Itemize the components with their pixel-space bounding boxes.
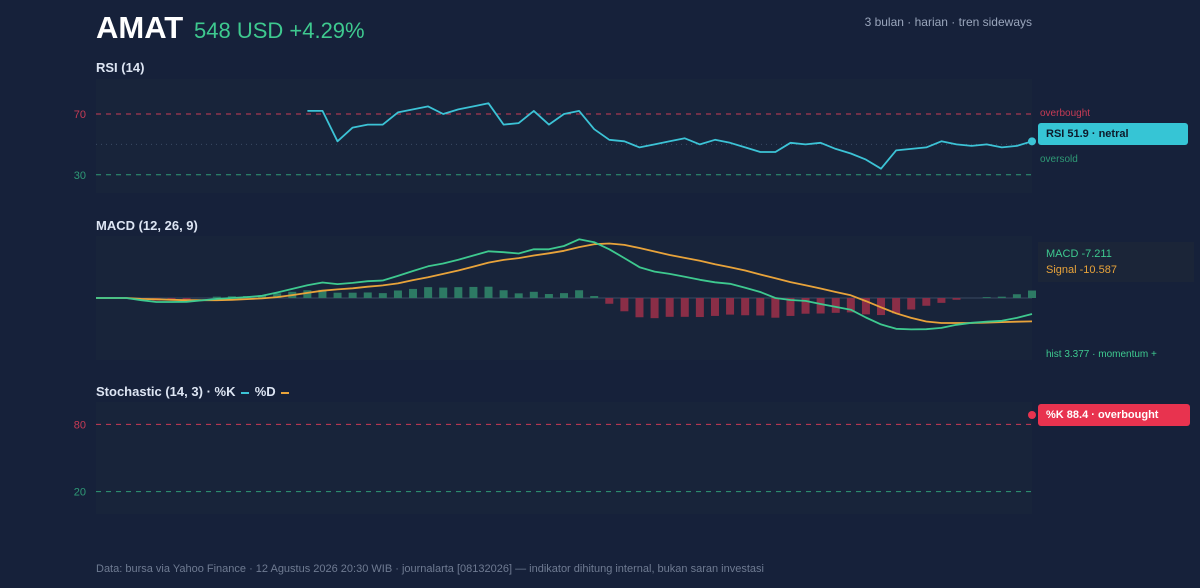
macd-histogram-bar [590, 296, 599, 298]
stoch-title-text: Stochastic (14, 3) [96, 384, 203, 399]
macd-histogram-bar [741, 298, 750, 316]
macd-histogram-bar [469, 286, 478, 298]
rsi-title: RSI (14) [96, 60, 145, 75]
macd-histogram-bar [801, 298, 810, 314]
signal-line [96, 242, 1033, 324]
macd-histogram-bar [1012, 294, 1021, 298]
stoch-legend-k: · %K [206, 384, 236, 399]
macd-legend: MACD -7.211 [1046, 248, 1112, 260]
stoch-legend-d: %D [254, 384, 276, 399]
macd-histogram-bar [726, 298, 735, 315]
macd-histogram-bar [514, 293, 523, 298]
macd-histogram-bar [303, 290, 312, 298]
macd-histogram-bar [756, 298, 765, 316]
macd-histogram-bar [680, 298, 689, 317]
ticker-symbol: AMAT [96, 10, 184, 45]
macd-histogram-bar [831, 298, 840, 313]
macd-histogram-bar [665, 298, 674, 317]
macd-histogram-bar [771, 298, 780, 318]
rsi-value-badge: RSI 51.9 · netral [1038, 123, 1188, 145]
d-legend-swatch [281, 391, 290, 394]
macd-histogram-bar [861, 298, 870, 315]
macd-histogram-bar [605, 298, 614, 304]
macd-histogram-bar [424, 287, 433, 298]
rsi-panel-bg [96, 79, 1032, 193]
macd-histogram-bar [529, 291, 538, 298]
macd-histogram-bar [454, 287, 463, 298]
macd-histogram-bar [937, 298, 946, 303]
macd-histogram-bar [695, 298, 704, 318]
macd-histogram-bar [348, 292, 357, 298]
oversold-label: oversold [1040, 154, 1078, 165]
macd-title: MACD (12, 26, 9) [96, 218, 198, 233]
macd-histogram-bar [378, 293, 387, 298]
rsi-last-point [1028, 137, 1036, 146]
macd-histogram-bar [620, 298, 629, 312]
stoch-tick-label: 80 [74, 419, 86, 431]
macd-histogram-bar [544, 294, 553, 298]
stoch-tick-label: 20 [74, 487, 86, 499]
macd-histogram-bar [318, 289, 327, 298]
price-change: 548 USD +4.29% [194, 18, 365, 43]
macd-histogram-bar [635, 298, 644, 318]
macd-histogram-bar [816, 298, 825, 314]
macd-legend-box: MACD -7.211 Signal -10.587 [1038, 242, 1194, 282]
macd-histogram-bar [650, 298, 659, 319]
macd-histogram-bar [922, 298, 931, 306]
overbought-label: overbought [1040, 108, 1091, 119]
macd-histogram-bar [393, 290, 402, 298]
macd-histogram-bar [575, 290, 584, 298]
k-legend-swatch [241, 391, 250, 394]
macd-histogram-bar [439, 287, 448, 298]
histogram-label: hist 3.377 · momentum + [1046, 349, 1157, 360]
macd-histogram-bar [273, 293, 282, 298]
macd-histogram-bar [560, 293, 568, 298]
macd-histogram-bar [982, 297, 991, 298]
macd-histogram-bar [182, 298, 191, 300]
stoch-panel-bg [96, 402, 1032, 514]
rsi-tick-label: 30 [74, 170, 86, 182]
macd-histogram-bar [952, 298, 961, 300]
stoch-title: Stochastic (14, 3) · %K %D [96, 384, 291, 399]
macd-histogram-bar [892, 298, 901, 314]
signal-legend: Signal -10.587 [1046, 264, 1117, 276]
footer-source: Data: bursa via Yahoo Finance · 12 Agust… [96, 563, 764, 575]
macd-histogram-bar [212, 296, 221, 298]
macd-histogram-bar [363, 292, 372, 298]
macd-histogram-bar [710, 298, 719, 316]
rsi-line [307, 102, 1033, 170]
macd-histogram-bar [1028, 290, 1036, 298]
macd-histogram-bar [907, 298, 916, 310]
macd-histogram-bar [499, 290, 508, 298]
stoch-value-badge: %K 88.4 · overbought [1038, 404, 1190, 426]
stoch-last-point [1028, 410, 1036, 419]
macd-histogram-bar [846, 298, 855, 313]
macd-histogram-bar [484, 286, 493, 298]
macd-histogram-bar [333, 292, 342, 298]
rsi-tick-label: 70 [74, 109, 86, 121]
macd-histogram-bar [997, 296, 1006, 298]
macd-histogram-bar [786, 298, 795, 316]
macd-line [96, 238, 1033, 331]
macd-histogram-bar [409, 288, 418, 298]
range-info: 3 bulan · harian · tren sideways [864, 15, 1032, 29]
